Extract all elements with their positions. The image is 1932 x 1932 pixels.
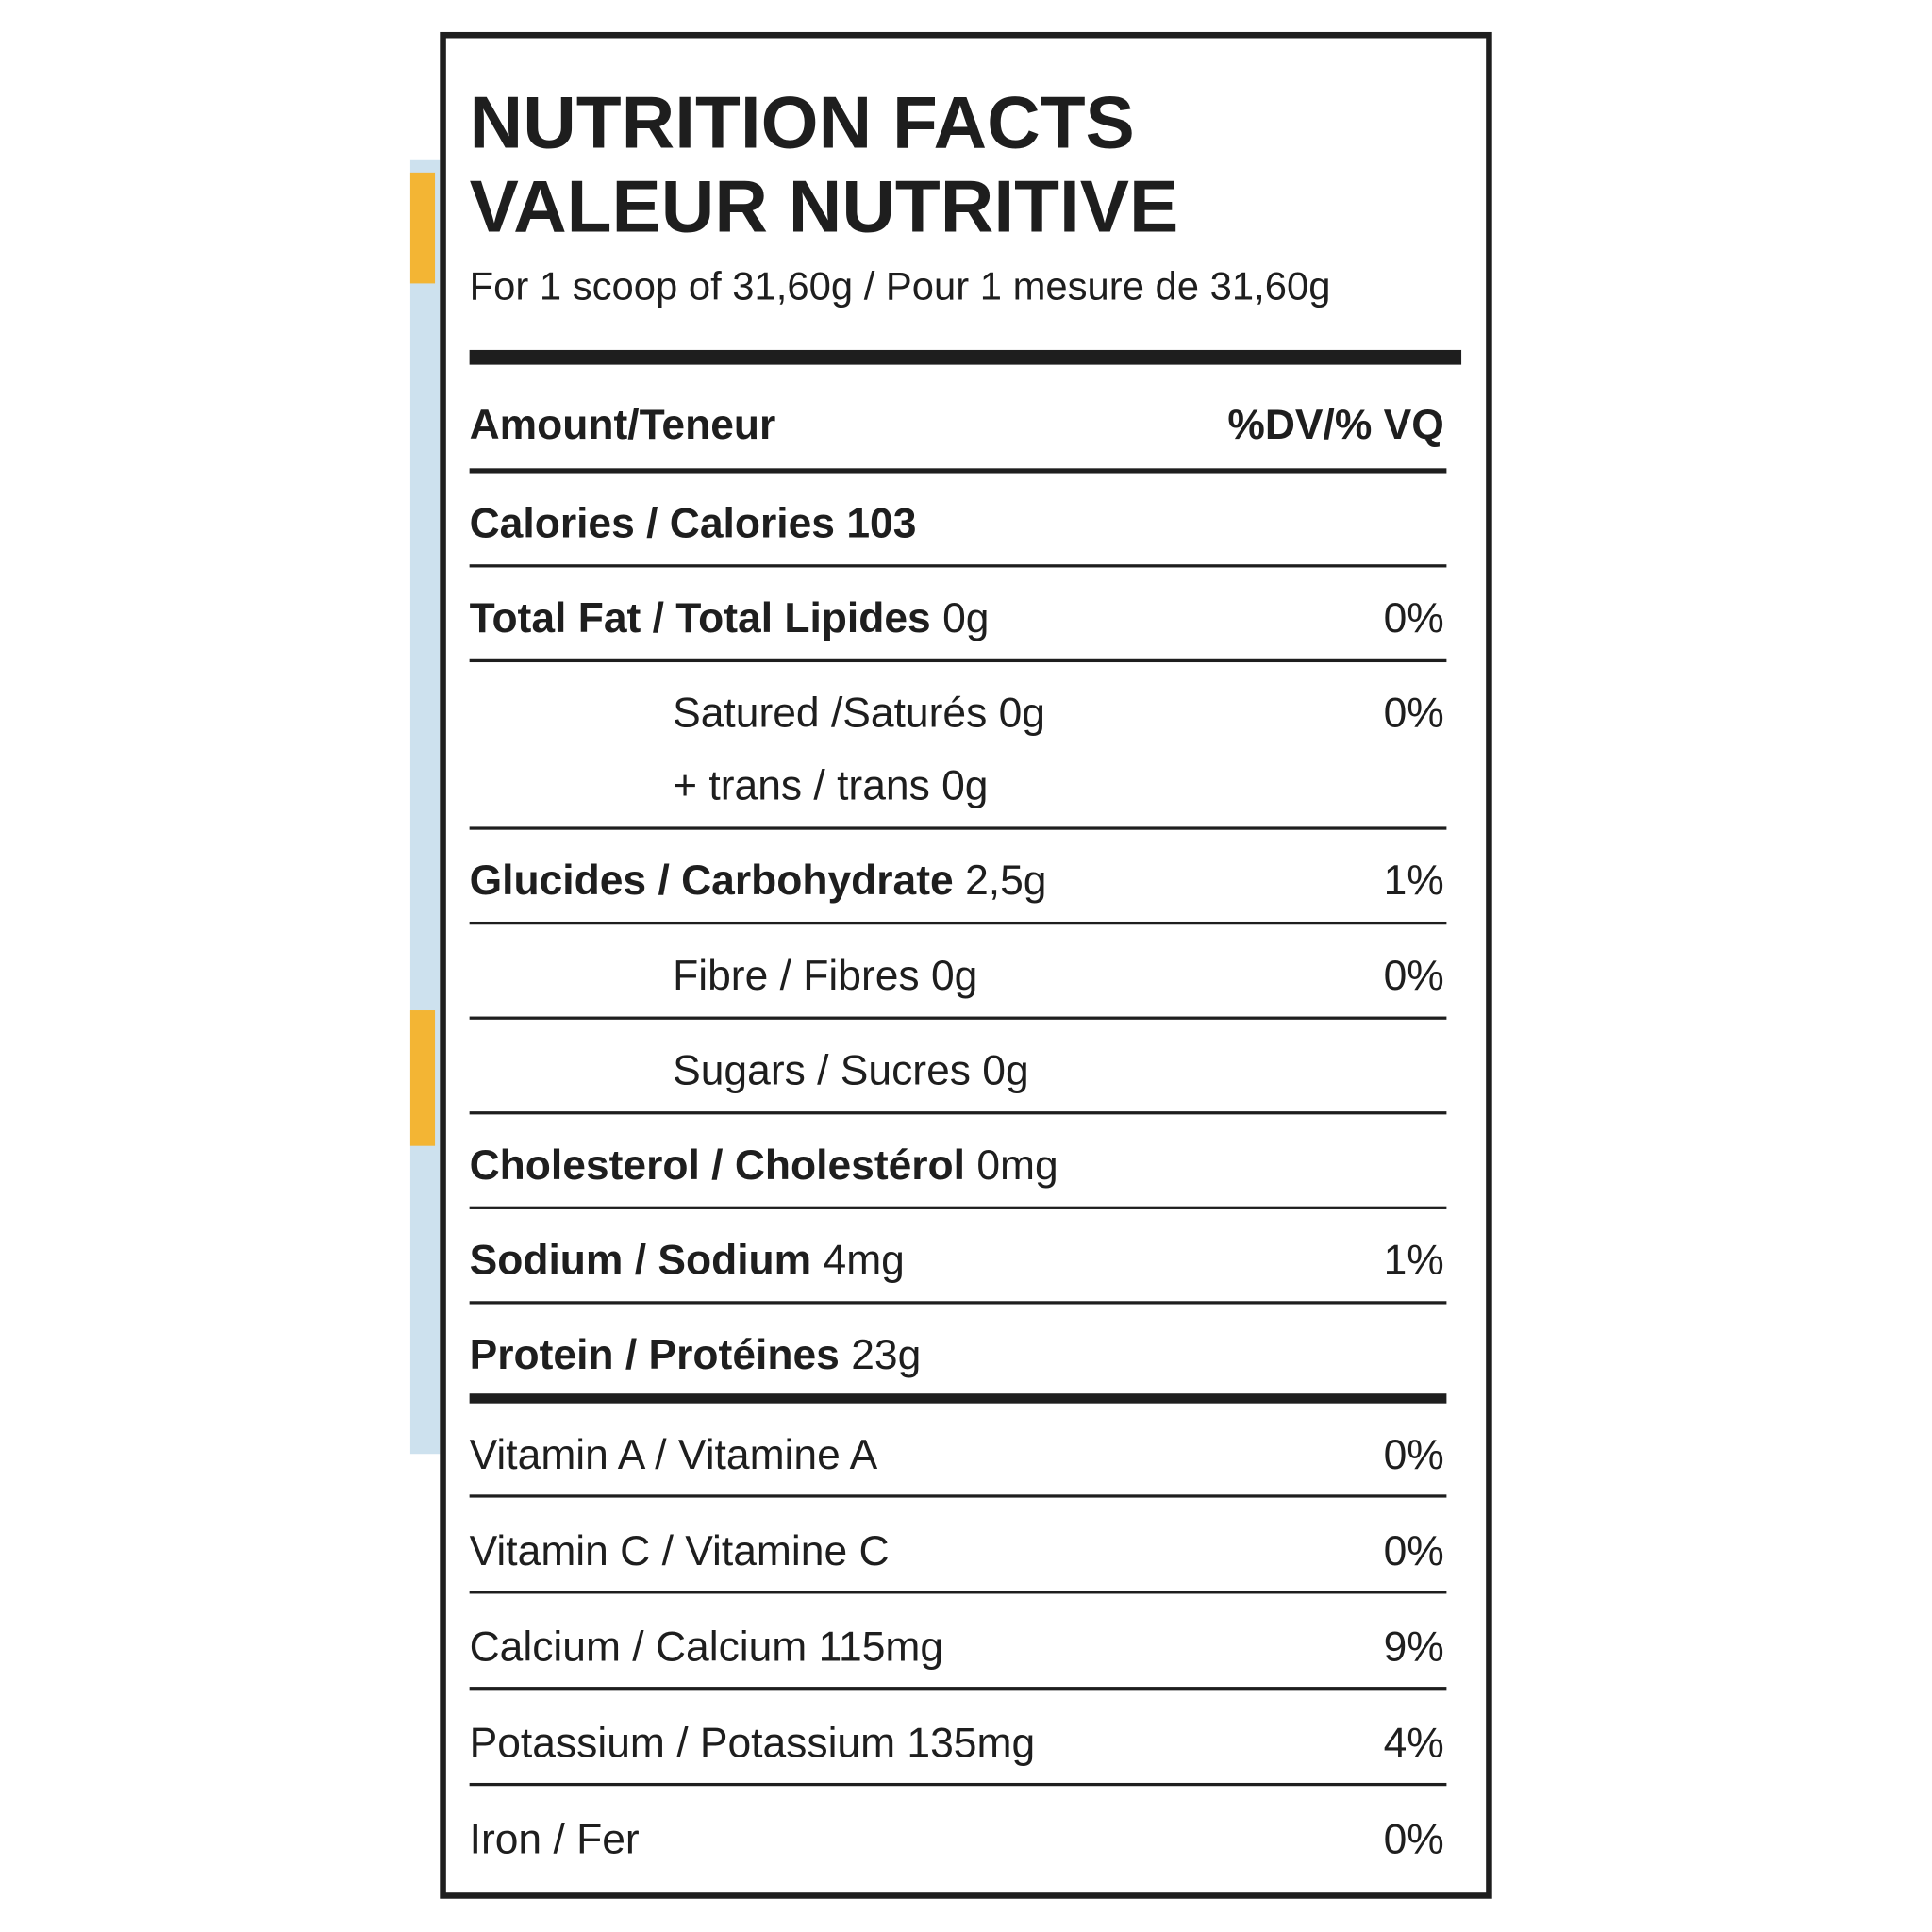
column-header: %DV/% VQ — [1227, 402, 1443, 448]
nutrient: Total Fat / Total Lipides 0g — [470, 595, 990, 641]
calories: Calories / Calories 103 — [470, 500, 917, 546]
nutrient: Sugars / Sucres 0g — [673, 1047, 1029, 1093]
nutrient-name: Sugars / Sucres — [673, 1047, 971, 1093]
side-image-fruit — [409, 1010, 436, 1146]
rule — [469, 1591, 1447, 1594]
nutrient: Satured /Saturés 0g — [673, 691, 1045, 737]
column-header: Amount/Teneur — [470, 402, 776, 448]
rule — [469, 1111, 1447, 1115]
nutrient-name: Protein / Protéines — [470, 1332, 840, 1378]
rule — [469, 1016, 1447, 1020]
daily-value: 0% — [1384, 595, 1444, 641]
side-image-fruit — [409, 172, 436, 284]
rule — [469, 1687, 1447, 1690]
rule — [469, 1782, 1447, 1787]
nutrient: Sodium / Sodium 4mg — [470, 1238, 905, 1284]
daily-value: 1% — [1384, 1238, 1444, 1284]
title: NUTRITION FACTS — [470, 81, 1135, 164]
vitamin: Iron / Fer — [470, 1816, 640, 1862]
daily-value: 0% — [1384, 691, 1444, 737]
daily-value: 4% — [1384, 1721, 1444, 1767]
rows: Total Fat / Total Lipides 0g 0% Satured /S… — [470, 564, 1447, 1862]
nutrient-amount: 0g — [931, 953, 977, 999]
rule — [469, 1494, 1447, 1498]
title: VALEUR NUTRITIVE — [470, 165, 1179, 248]
label-border — [440, 31, 1492, 1899]
vitamin: Vitamin C / Vitamine C — [470, 1528, 890, 1574]
daily-value: 0% — [1384, 1528, 1444, 1574]
daily-value: 9% — [1384, 1624, 1444, 1671]
nutrient-amount: 0mg — [976, 1142, 1058, 1189]
daily-value: 0% — [1384, 953, 1444, 999]
rule — [469, 468, 1447, 474]
rule — [469, 921, 1447, 925]
nutrient-name: Cholesterol / Cholestérol — [470, 1142, 965, 1189]
nutrient-extra: + trans / trans 0g — [673, 763, 988, 809]
nutrient-name: Glucides / Carbohydrate — [470, 858, 954, 904]
nutrient-amount: 0g — [999, 691, 1045, 737]
side-image — [409, 159, 441, 1455]
rule — [469, 826, 1447, 830]
nutrient: Fibre / Fibres 0g — [673, 953, 977, 999]
daily-value: 0% — [1384, 1816, 1444, 1862]
serving-size: For 1 scoop of 31,60g / Pour 1 mesure de… — [470, 263, 1331, 308]
rule — [469, 658, 1447, 663]
thick-rule — [469, 349, 1462, 365]
nutrient-name: Fibre / Fibres — [673, 953, 919, 999]
daily-value: 0% — [1384, 1432, 1444, 1478]
rule — [469, 1301, 1447, 1305]
nutrient-amount: 4mg — [824, 1238, 905, 1284]
rule — [469, 1393, 1447, 1404]
nutrient-name: Satured /Saturés — [673, 691, 987, 737]
nutrient: Glucides / Carbohydrate 2,5g — [470, 858, 1047, 904]
nutrient-name: Sodium / Sodium — [470, 1238, 812, 1284]
rule — [469, 564, 1447, 568]
nutrient-amount: 0g — [942, 595, 989, 641]
nutrient-amount: 2,5g — [965, 858, 1046, 904]
daily-value: 1% — [1384, 858, 1444, 904]
nutrient-name: Total Fat / Total Lipides — [470, 595, 931, 641]
vitamin: Vitamin A / Vitamine A — [470, 1432, 878, 1478]
nutrient: Cholesterol / Cholestérol 0mg — [470, 1142, 1058, 1189]
vitamin: Calcium / Calcium 115mg — [470, 1624, 943, 1671]
nutrient: Protein / Protéines 23g — [470, 1332, 922, 1378]
rule — [469, 1206, 1447, 1209]
vitamin: Potassium / Potassium 135mg — [470, 1721, 1036, 1767]
nutrient-amount: 0g — [982, 1047, 1028, 1093]
nutrient-amount: 23g — [851, 1332, 921, 1378]
